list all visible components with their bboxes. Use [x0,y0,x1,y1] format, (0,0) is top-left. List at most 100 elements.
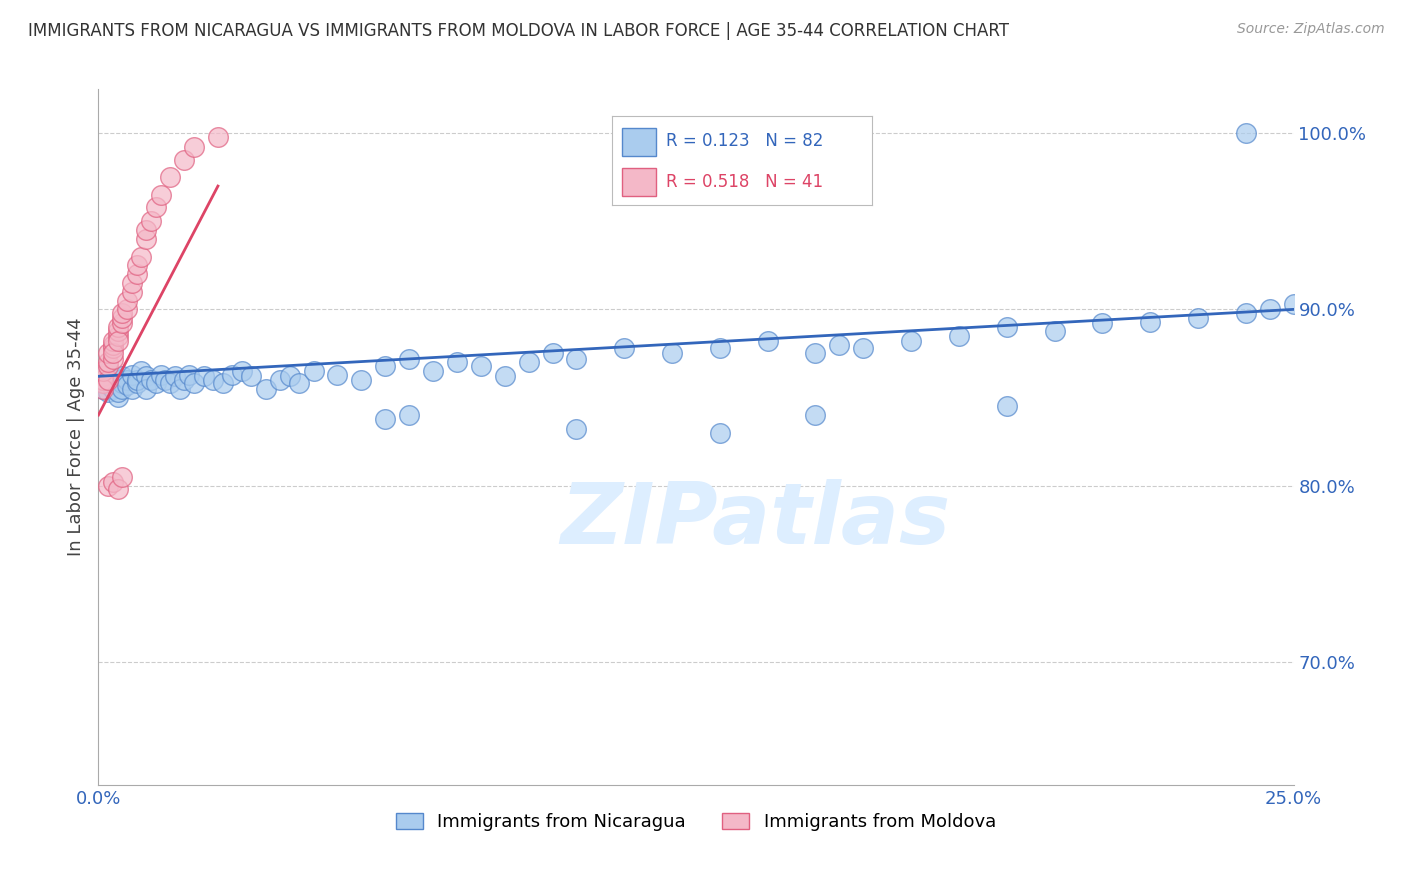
Point [149,187,172,202]
Point [111,382,134,396]
Point [101,351,124,366]
Point [101,369,124,384]
Point [107,328,129,343]
Point [149,368,172,382]
Point [125,376,148,391]
Point [1139,315,1161,329]
Point [145,376,167,391]
Point [169,382,191,396]
Point [179,368,201,382]
Point [91,382,114,396]
Point [1234,126,1257,140]
Point [135,232,157,246]
Point [111,469,134,483]
Point [135,369,157,384]
Point [541,346,564,360]
Point [107,324,129,338]
Point [131,250,153,264]
Point [145,200,167,214]
Point [269,373,291,387]
Point [240,369,263,384]
Point [139,214,162,228]
Point [948,328,970,343]
Point [111,369,134,384]
Point [135,382,157,396]
Point [565,351,588,366]
Point [111,376,134,391]
Point [101,334,124,348]
Point [97,346,120,360]
Point [97,373,120,387]
Point [995,399,1018,413]
Point [446,355,468,369]
Point [107,320,129,334]
Point [221,368,243,382]
Point [91,382,114,396]
Point [97,478,120,492]
Point [139,373,162,387]
Point [97,373,120,387]
Y-axis label: In Labor Force | Age 35-44: In Labor Force | Age 35-44 [66,318,84,557]
Point [302,364,325,378]
Point [995,320,1018,334]
Point [173,373,195,387]
Point [398,408,420,422]
Point [135,223,157,237]
Point [91,373,114,387]
Point [125,258,148,272]
Point [91,369,114,384]
Point [398,351,420,366]
Point [111,317,134,331]
Point [101,341,124,355]
Point [155,373,177,387]
Point [1282,297,1305,311]
Point [278,369,301,384]
Point [111,306,134,320]
Point [470,359,492,373]
Point [125,267,148,281]
Point [121,285,143,299]
Point [97,385,120,400]
Text: R = 0.518   N = 41: R = 0.518 N = 41 [666,172,824,191]
Point [756,334,779,348]
Point [517,355,540,369]
Point [101,376,124,391]
Point [183,376,205,391]
Point [1043,324,1066,338]
Point [183,140,205,154]
Point [350,373,373,387]
Point [709,341,731,355]
Point [900,334,922,348]
Point [661,346,683,360]
Point [107,373,129,387]
Point [115,293,138,308]
Point [709,425,731,440]
Point [121,368,143,382]
Bar [621,128,655,156]
Point [115,373,138,387]
Point [565,422,588,436]
Point [173,153,195,167]
Point [163,369,186,384]
Bar [621,168,655,196]
Point [107,334,129,348]
Point [1091,317,1114,331]
Point [97,359,120,373]
Point [828,337,851,351]
Point [231,364,253,378]
Point [91,364,114,378]
Point [804,346,827,360]
Point [121,382,143,396]
Point [131,364,153,378]
Point [1187,311,1209,326]
Point [207,129,229,144]
Point [107,385,129,400]
Point [121,276,143,290]
Point [91,369,114,384]
Point [1258,302,1281,317]
Point [159,170,181,185]
Point [125,373,148,387]
Point [91,376,114,391]
Point [111,311,134,326]
Legend: Immigrants from Nicaragua, Immigrants from Moldova: Immigrants from Nicaragua, Immigrants fr… [388,805,1004,838]
